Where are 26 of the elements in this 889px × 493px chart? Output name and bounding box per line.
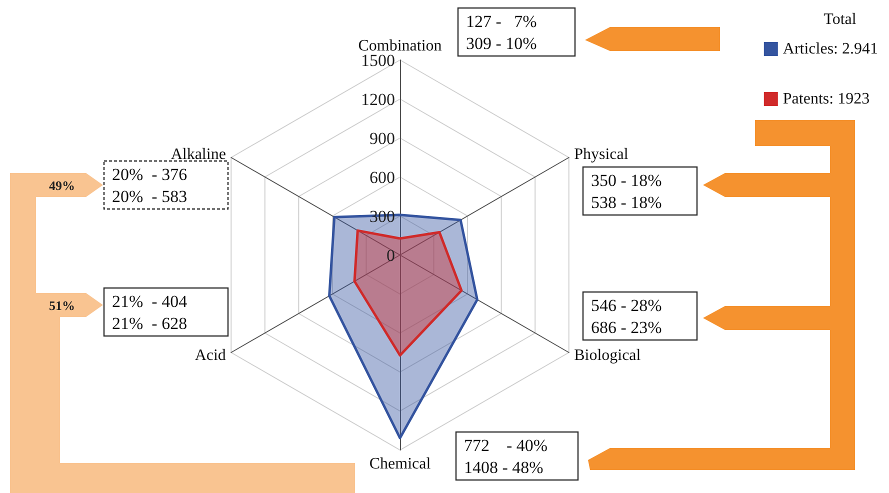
spoke-label: Chemical — [369, 456, 432, 472]
text: 20% - 376 — [112, 165, 188, 184]
spoke-label: Biological — [574, 347, 642, 364]
y-tick-label: 1200 — [361, 90, 395, 109]
spoke-label: Alkaline — [170, 146, 226, 163]
y-tick-label: 600 — [370, 168, 395, 187]
y-tick-label: 900 — [370, 129, 395, 148]
text: 538 - 18% — [591, 193, 662, 212]
text: 21% - 404 — [112, 292, 188, 311]
text: 51% — [49, 298, 75, 313]
text: 546 - 28% — [591, 296, 662, 315]
text: 21% - 628 — [112, 314, 188, 333]
text: 686 - 23% — [591, 318, 662, 337]
text: 772 - 40% — [464, 436, 548, 455]
legend-label: Articles: 2.941 — [782, 40, 878, 58]
text: 49% — [49, 178, 75, 193]
legend-label: Patents: 1923 — [782, 90, 870, 108]
legend-title: Total — [824, 11, 857, 28]
text: 350 - 18% — [591, 171, 662, 190]
y-tick-label: 0 — [386, 246, 395, 265]
text: 20% - 583 — [112, 187, 188, 206]
text: 1408 - 48% — [464, 458, 544, 477]
spoke-label: Physical — [574, 146, 629, 163]
text: 309 - 10% — [466, 34, 537, 53]
spoke-label: Acid — [194, 347, 226, 364]
text: 127 - 7% — [466, 12, 537, 31]
